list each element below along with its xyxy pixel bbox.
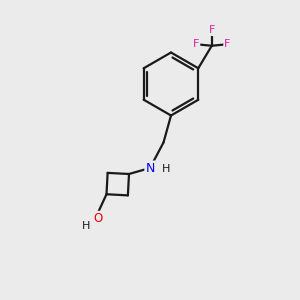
Text: F: F xyxy=(208,25,215,35)
Text: F: F xyxy=(224,39,231,49)
Text: H: H xyxy=(162,164,171,175)
Text: N: N xyxy=(145,161,155,175)
Text: H: H xyxy=(82,221,90,231)
Text: F: F xyxy=(193,39,200,49)
Text: O: O xyxy=(93,212,102,225)
